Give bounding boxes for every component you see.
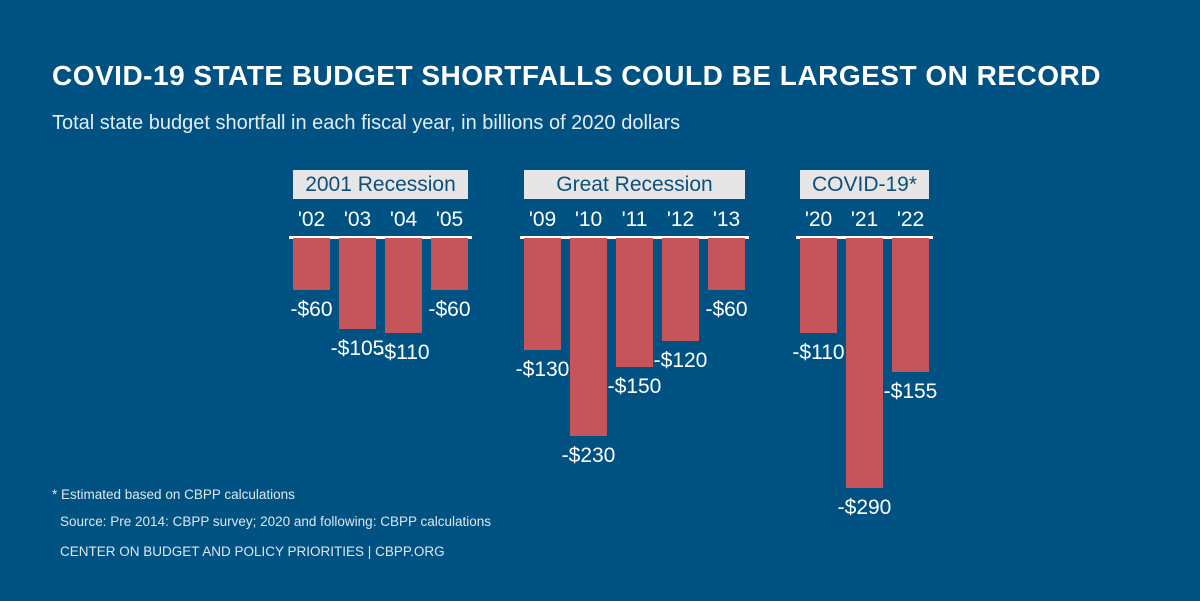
x-tick-label: '11 bbox=[621, 208, 648, 231]
bar bbox=[570, 238, 607, 437]
bar bbox=[846, 238, 883, 488]
x-tick-label: '04 bbox=[389, 208, 418, 231]
bar bbox=[800, 238, 837, 333]
data-label: -$155 bbox=[883, 379, 938, 403]
bar bbox=[524, 238, 561, 351]
x-tick-label: '13 bbox=[712, 208, 741, 231]
x-tick-label: '20 bbox=[804, 208, 833, 231]
bar bbox=[431, 238, 468, 290]
chart-subtitle: Total state budget shortfall in each fis… bbox=[52, 112, 681, 134]
x-tick-label: '05 bbox=[435, 208, 464, 231]
data-label: -$120 bbox=[653, 349, 708, 373]
baseline bbox=[796, 236, 933, 239]
chart-title: COVID-19 STATE BUDGET SHORTFALLS COULD B… bbox=[52, 60, 1101, 91]
x-tick-label: '22 bbox=[896, 208, 925, 231]
data-label: -$230 bbox=[561, 444, 616, 468]
x-tick-label: '21 bbox=[850, 208, 879, 231]
data-label: -$105 bbox=[330, 336, 385, 360]
data-label: -$150 bbox=[607, 375, 662, 399]
footnote: * Estimated based on CBPP calculations bbox=[52, 487, 295, 502]
bar bbox=[662, 238, 699, 342]
bar bbox=[339, 238, 376, 329]
group-label: Great Recession bbox=[524, 170, 745, 199]
group-label: 2001 Recession bbox=[293, 170, 468, 199]
bar bbox=[892, 238, 929, 372]
x-tick-label: '02 bbox=[297, 208, 326, 231]
data-label: -$290 bbox=[837, 496, 892, 519]
data-label: -$130 bbox=[515, 358, 570, 382]
data-label: -$110 bbox=[792, 340, 845, 364]
source-note: Source: Pre 2014: CBPP survey; 2020 and … bbox=[60, 514, 491, 529]
bar bbox=[708, 238, 745, 290]
bar bbox=[293, 238, 330, 290]
x-tick-label: '03 bbox=[343, 208, 372, 231]
x-tick-label: '10 bbox=[574, 208, 603, 231]
bar bbox=[385, 238, 422, 333]
credit-line: CENTER ON BUDGET AND POLICY PRIORITIES |… bbox=[60, 544, 445, 559]
data-label: -$60 bbox=[428, 297, 471, 321]
x-tick-label: '12 bbox=[666, 208, 695, 231]
data-label: -$110 bbox=[377, 340, 430, 364]
group-label: COVID-19* bbox=[800, 170, 929, 199]
baseline bbox=[289, 236, 472, 239]
data-label: -$60 bbox=[290, 297, 333, 321]
data-label: -$60 bbox=[705, 297, 748, 321]
baseline bbox=[520, 236, 749, 239]
bar bbox=[616, 238, 653, 368]
x-tick-label: '09 bbox=[528, 208, 557, 231]
